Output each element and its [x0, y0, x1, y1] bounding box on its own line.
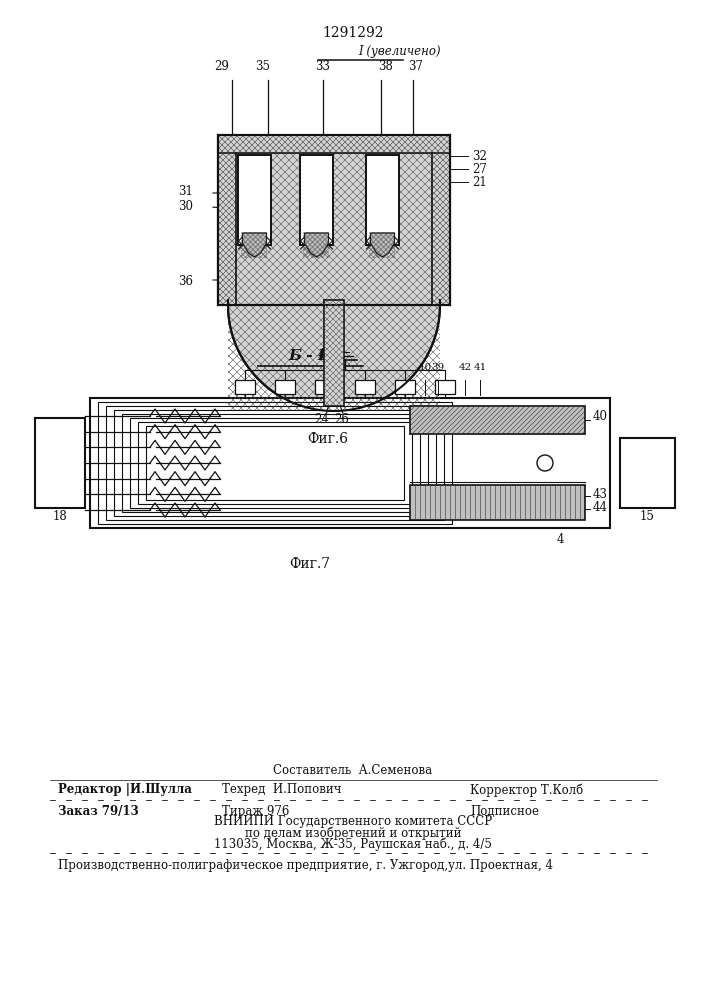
Text: 27: 27 — [472, 163, 487, 176]
Text: Производственно-полиграфическое предприятие, г. Ужгород,ул. Проектная, 4: Производственно-полиграфическое предприя… — [58, 858, 553, 871]
Text: I (увеличено): I (увеличено) — [358, 45, 440, 58]
Bar — [435, 380, 455, 394]
Polygon shape — [228, 305, 440, 411]
Bar — [366, 155, 399, 245]
Bar — [395, 380, 415, 394]
Text: 26: 26 — [334, 413, 349, 426]
Bar — [300, 155, 333, 245]
Text: 39: 39 — [431, 363, 445, 372]
Bar — [355, 380, 375, 394]
Text: Корректор Т.Колб: Корректор Т.Колб — [470, 783, 583, 797]
Text: 30: 30 — [178, 200, 193, 213]
Text: Заказ 79/13: Заказ 79/13 — [58, 804, 139, 818]
Bar — [122, 414, 428, 512]
Polygon shape — [305, 233, 329, 257]
Bar — [98, 402, 452, 524]
Text: Фиг.6: Фиг.6 — [308, 432, 349, 446]
Text: 35: 35 — [255, 60, 271, 73]
Bar — [300, 155, 333, 245]
Text: 43: 43 — [593, 488, 608, 501]
Bar — [235, 380, 255, 394]
Bar — [410, 406, 585, 434]
Text: 24: 24 — [315, 413, 329, 426]
Bar — [366, 155, 399, 245]
Text: Б - Б: Б - Б — [288, 349, 332, 363]
Text: 10: 10 — [419, 363, 432, 372]
Bar — [324, 300, 344, 406]
Text: по делам изобретений и открытий: по делам изобретений и открытий — [245, 826, 461, 840]
Bar — [146, 426, 404, 500]
Bar — [35, 418, 85, 508]
Text: 1291292: 1291292 — [322, 26, 384, 40]
Text: 4: 4 — [556, 533, 563, 546]
Bar — [218, 135, 450, 305]
Text: Техред  И.Попович: Техред И.Попович — [222, 784, 341, 796]
Bar — [218, 135, 450, 153]
Text: 113035, Москва, Ж-35, Раушская наб., д. 4/5: 113035, Москва, Ж-35, Раушская наб., д. … — [214, 837, 492, 851]
Text: 32: 32 — [472, 150, 487, 163]
Bar — [238, 155, 271, 245]
Text: 38: 38 — [378, 60, 393, 73]
Polygon shape — [243, 233, 267, 257]
Polygon shape — [370, 233, 395, 257]
Text: 42: 42 — [458, 363, 472, 372]
Text: Тираж 976: Тираж 976 — [222, 804, 289, 818]
Text: 37: 37 — [409, 60, 423, 73]
Text: Подписное: Подписное — [470, 804, 539, 818]
Text: Редактор |И.Шулла: Редактор |И.Шулла — [58, 784, 192, 796]
Text: 33: 33 — [315, 60, 330, 73]
Text: ВНИИПИ Государственного комитета СССР: ВНИИПИ Государственного комитета СССР — [214, 816, 492, 828]
Text: 31: 31 — [178, 185, 193, 198]
Bar — [106, 406, 444, 520]
Text: 36: 36 — [178, 275, 193, 288]
Text: Фиг.7: Фиг.7 — [289, 557, 331, 571]
Text: 21: 21 — [472, 176, 486, 189]
Text: 41: 41 — [474, 363, 486, 372]
Text: 18: 18 — [52, 510, 67, 523]
Text: 29: 29 — [214, 60, 230, 73]
Bar — [410, 485, 585, 520]
Bar — [238, 155, 271, 245]
Bar — [432, 153, 450, 305]
Text: 45: 45 — [317, 348, 332, 361]
Text: Составитель  А.Семенова: Составитель А.Семенова — [274, 764, 433, 776]
Text: 15: 15 — [640, 510, 655, 523]
Bar — [218, 135, 450, 305]
Bar — [138, 422, 412, 504]
Bar — [620, 438, 675, 508]
Bar — [275, 380, 295, 394]
Text: 40: 40 — [593, 410, 608, 423]
Bar — [315, 380, 335, 394]
Bar — [90, 398, 610, 528]
Bar — [218, 153, 236, 305]
Text: 44: 44 — [593, 501, 608, 514]
Bar — [114, 410, 436, 516]
Bar — [130, 418, 420, 508]
